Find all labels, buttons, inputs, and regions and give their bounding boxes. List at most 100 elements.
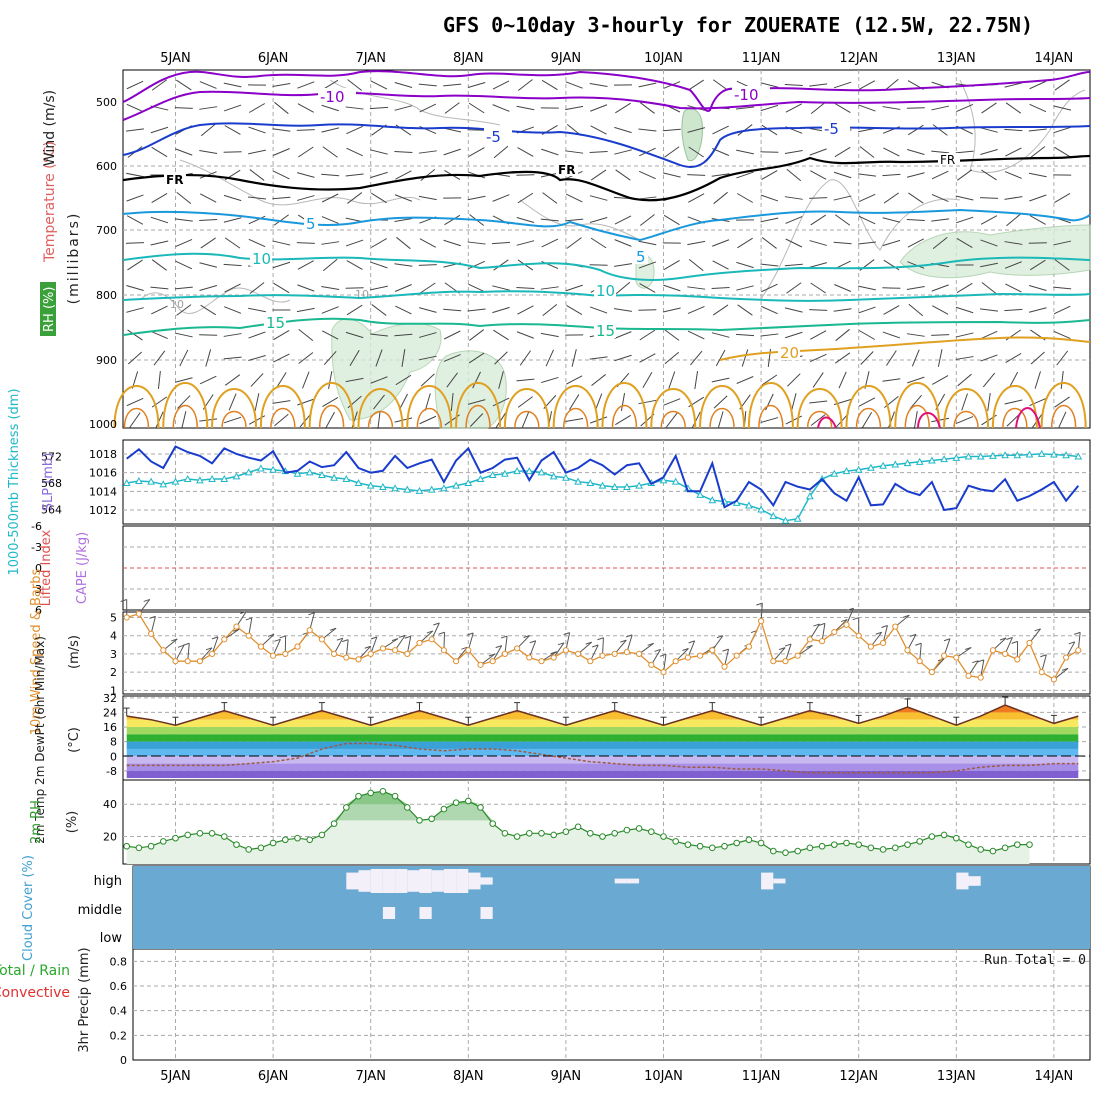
isotherm-25-loop [758, 404, 784, 429]
upper-wind-barb [639, 102, 655, 114]
upper-wind-barb [369, 333, 389, 337]
upper-wind-barb [809, 400, 828, 404]
day-label-top: 5JAN [160, 51, 191, 66]
day-label-bottom: 8JAN [453, 1069, 484, 1084]
rh2m-point [672, 838, 680, 845]
rh2m-point [623, 826, 631, 834]
upper-wind-barb [882, 378, 901, 382]
rh2m-point [1001, 844, 1009, 852]
upper-wind-barb [151, 79, 167, 91]
upper-wind-barb [395, 374, 412, 386]
wind10-point [453, 658, 460, 665]
upper-wind-barb [424, 393, 431, 411]
upper-wind-barb [297, 81, 315, 89]
thickness-point [135, 476, 143, 485]
upper-wind-barb [956, 103, 974, 113]
thickness-point [671, 477, 680, 485]
upper-wind-barb [467, 308, 486, 312]
tick-label: 700 [96, 224, 117, 237]
thickness-point [147, 477, 155, 485]
label-freezing: FR [558, 163, 575, 177]
rh2m-point [867, 844, 875, 852]
upper-wind-barb [1054, 396, 1070, 408]
upper-wind-barb [980, 215, 998, 225]
wind10-barb-flag [903, 614, 910, 618]
upper-wind-barb [979, 197, 999, 199]
tick-label: 0.2 [110, 1029, 128, 1042]
tick-label: 3 [35, 583, 42, 596]
wind10-point [770, 658, 777, 665]
wind10-barb-flag [433, 622, 440, 626]
upper-wind-barb [858, 193, 876, 203]
upper-wind-barb [882, 106, 901, 110]
upper-wind-barb [394, 105, 413, 111]
upper-wind-barb [589, 150, 608, 154]
rh2m-point [916, 838, 924, 845]
upper-wind-barb [394, 217, 413, 223]
rh2m-panel [123, 788, 1033, 864]
wind10-barb-flag [682, 647, 689, 651]
wind10-point [636, 650, 643, 658]
cloud-high-cell [407, 870, 420, 892]
isotherm-minus10 [122, 70, 1091, 112]
day-label-bottom: 11JAN [742, 1069, 781, 1084]
wind10-point [135, 610, 142, 617]
upper-wind-barb [687, 127, 706, 133]
wind10-barb-flag [626, 634, 633, 638]
upper-wind-barb [713, 395, 728, 409]
rh2m-point [574, 823, 582, 831]
panel-frame [122, 611, 1091, 695]
tick-label: 1018 [89, 448, 117, 461]
upper-wind-barb [127, 259, 143, 271]
upper-wind-barb [223, 82, 242, 88]
upper-wind-barb [735, 106, 755, 110]
upper-wind-barb [125, 242, 145, 244]
wind10-barb-flag [654, 648, 661, 652]
rh2m-point [257, 844, 265, 852]
upper-wind-barb [394, 284, 412, 292]
upper-wind-barb [1006, 213, 1021, 227]
isotherm-minus10b [122, 90, 1091, 121]
upper-wind-barb [980, 308, 998, 312]
thickness-point [976, 452, 985, 460]
isotherm-25-loop [318, 404, 345, 429]
upper-wind-barb [126, 80, 144, 90]
rh2m-points [123, 788, 1033, 856]
upper-wind-barb [639, 214, 655, 226]
upper-wind-barb [858, 215, 876, 225]
upper-wind-barb [228, 393, 237, 411]
upper-wind-barb [345, 239, 364, 247]
upper-wind-barb [809, 148, 827, 156]
thickness-point [379, 482, 387, 490]
upper-wind-barb [760, 217, 779, 223]
upper-wind-barb [248, 355, 266, 361]
isotherm-20-loop [894, 382, 941, 429]
wind10-point [697, 652, 704, 659]
wind10-barb-flag [585, 641, 592, 645]
upper-wind-barb [1029, 103, 1047, 113]
precip-ylabel: 3hr Precip (mm) [77, 947, 92, 1052]
wind10-barb-flag [404, 635, 411, 639]
upper-wind-barb [1054, 259, 1070, 271]
thickness-point [1050, 450, 1058, 458]
rh2m-point [208, 830, 216, 837]
upper-wind-barb [174, 286, 193, 290]
upper-wind-barb [420, 168, 436, 182]
upper-wind-barb [325, 411, 335, 429]
thickness-point [1037, 449, 1046, 457]
thickness-point [171, 477, 180, 485]
upper-wind-barb [1004, 171, 1022, 179]
rh2m-point [489, 820, 497, 827]
upper-wind-barb [345, 173, 364, 177]
upper-wind-barb [638, 170, 656, 180]
upper-wind-barb [419, 238, 436, 248]
thickness-point [525, 467, 534, 475]
wind10-barb-flag [875, 631, 882, 635]
rh2m-point [587, 830, 594, 837]
tick-label: 8 [110, 736, 117, 749]
upper-wind-barb [492, 104, 510, 112]
upper-wind-barb [395, 305, 412, 315]
upper-wind-barb [589, 306, 608, 314]
thickness-point [452, 481, 460, 489]
upper-wind-barb [321, 306, 339, 314]
